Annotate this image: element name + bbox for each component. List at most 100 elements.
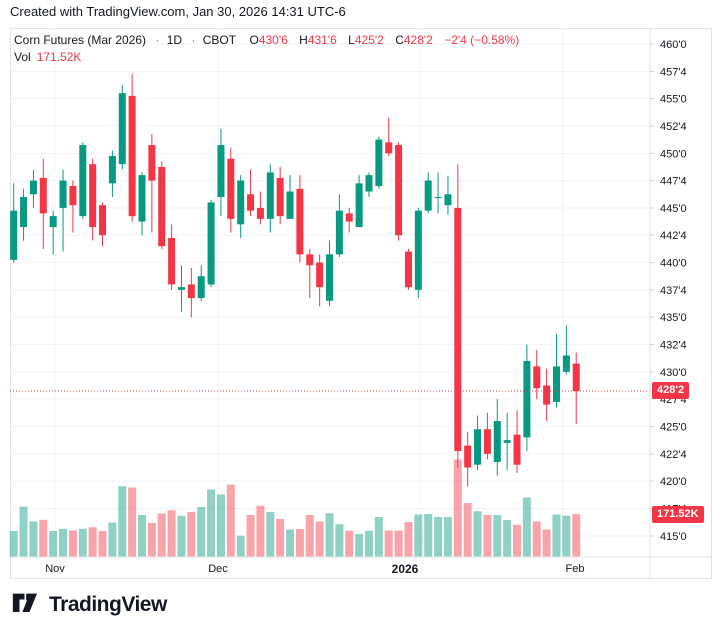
volume-bar [236,535,245,557]
candle-body [20,196,28,228]
volume-bar [355,534,364,557]
candle-body [276,177,284,217]
candle-body [316,262,324,288]
volume-bar [325,513,334,557]
volume-bar [167,510,176,557]
legend-separator: · [191,33,196,47]
candle-body [286,191,294,219]
volume-bar [177,515,186,557]
volume-legend[interactable]: Vol 171.52K [14,50,81,64]
open-letter: O [249,33,259,47]
candle-body [247,194,255,211]
candle-body [543,385,551,405]
close-letter: C [395,33,404,47]
high-value: 431'6 [307,33,337,47]
volume-bar [19,506,28,557]
price-axis-label: 452'4 [660,121,687,133]
candle-body [454,207,462,452]
volume-bar [513,524,522,557]
candle-body [89,164,97,228]
volume-bar [187,512,196,557]
candle-body [148,145,156,181]
volume-bar [88,527,97,557]
time-axis-label: Nov [45,563,65,575]
candle-body [39,177,47,214]
candle-body [306,254,314,266]
candle-body [483,429,491,454]
time-axis-label: 2026 [391,562,419,576]
volume-bar [128,487,137,557]
symbol-legend[interactable]: Corn Futures (Mar 2026) · 1D · CBOT O430… [14,33,519,47]
volume-bar [345,530,354,557]
volume-bar [98,531,107,557]
candle-body [138,175,146,222]
volume-bar [315,521,324,557]
price-axis-label: 432'4 [660,340,687,352]
candle-body [128,95,136,217]
candle-body [237,180,245,225]
volume-bar [374,517,383,557]
candle-body [474,429,482,465]
volume-bar [424,514,433,557]
volume-bar [9,531,18,557]
volume-bar [29,521,38,557]
price-axis-label: 437'4 [660,285,687,297]
volume-label: Vol [14,50,31,64]
candle-body [69,186,77,206]
high-letter: H [299,33,308,47]
low-value: 425'2 [354,33,384,47]
candle-body [562,355,570,372]
volume-bar [552,514,561,557]
price-axis-label: 430'0 [660,367,687,379]
volume-bar [473,511,482,557]
volume-bar [404,522,413,557]
candle-body [444,194,452,206]
volume-bar [59,528,68,557]
volume-bar [503,520,512,557]
volume-bar [286,529,295,557]
candle-body [296,188,304,255]
interval-label: 1D [166,33,183,47]
volume-bar [266,512,275,557]
price-axis-label: 460'0 [660,39,687,51]
volume-bar [434,517,443,557]
candle-body [345,213,353,222]
candle-body [158,166,166,247]
volume-bar [78,528,87,557]
candle-body [355,183,363,228]
tradingview-logo[interactable]: TradingView [12,592,167,617]
chart-widget [10,28,712,579]
volume-bar [276,519,285,557]
volume-bar [532,521,541,557]
volume-bar [384,530,393,557]
volume-bar [147,523,156,557]
symbol-title: Corn Futures (Mar 2026) [14,33,147,47]
candle-body [197,276,205,299]
candle-body [503,440,511,443]
candle-body [118,93,126,165]
candle-body [108,156,116,184]
candle-body [256,207,264,219]
price-axis-label: 450'0 [660,148,687,160]
candle-body [424,180,432,211]
volume-value: 171.52K [36,50,82,64]
candle-body [404,251,412,288]
price-axis-label: 420'0 [660,476,687,488]
tradingview-logo-text: TradingView [49,592,167,616]
last-price-badge: 428'2 [652,382,690,400]
exchange-label: CBOT [202,33,237,47]
candle-body [375,139,383,187]
candle-body [168,237,176,285]
price-axis-label: 442'4 [660,230,687,242]
legend-separator: · [155,33,160,47]
price-axis-label: 440'0 [660,258,687,270]
volume-bar [305,515,314,557]
price-axis-label: 457'4 [660,66,687,78]
price-axis-label: 422'4 [660,449,687,461]
volume-bar [246,515,255,557]
volume-bar [118,486,127,557]
open-value: 430'6 [258,33,288,47]
volume-bar [364,530,373,557]
volume-bar [542,529,551,557]
